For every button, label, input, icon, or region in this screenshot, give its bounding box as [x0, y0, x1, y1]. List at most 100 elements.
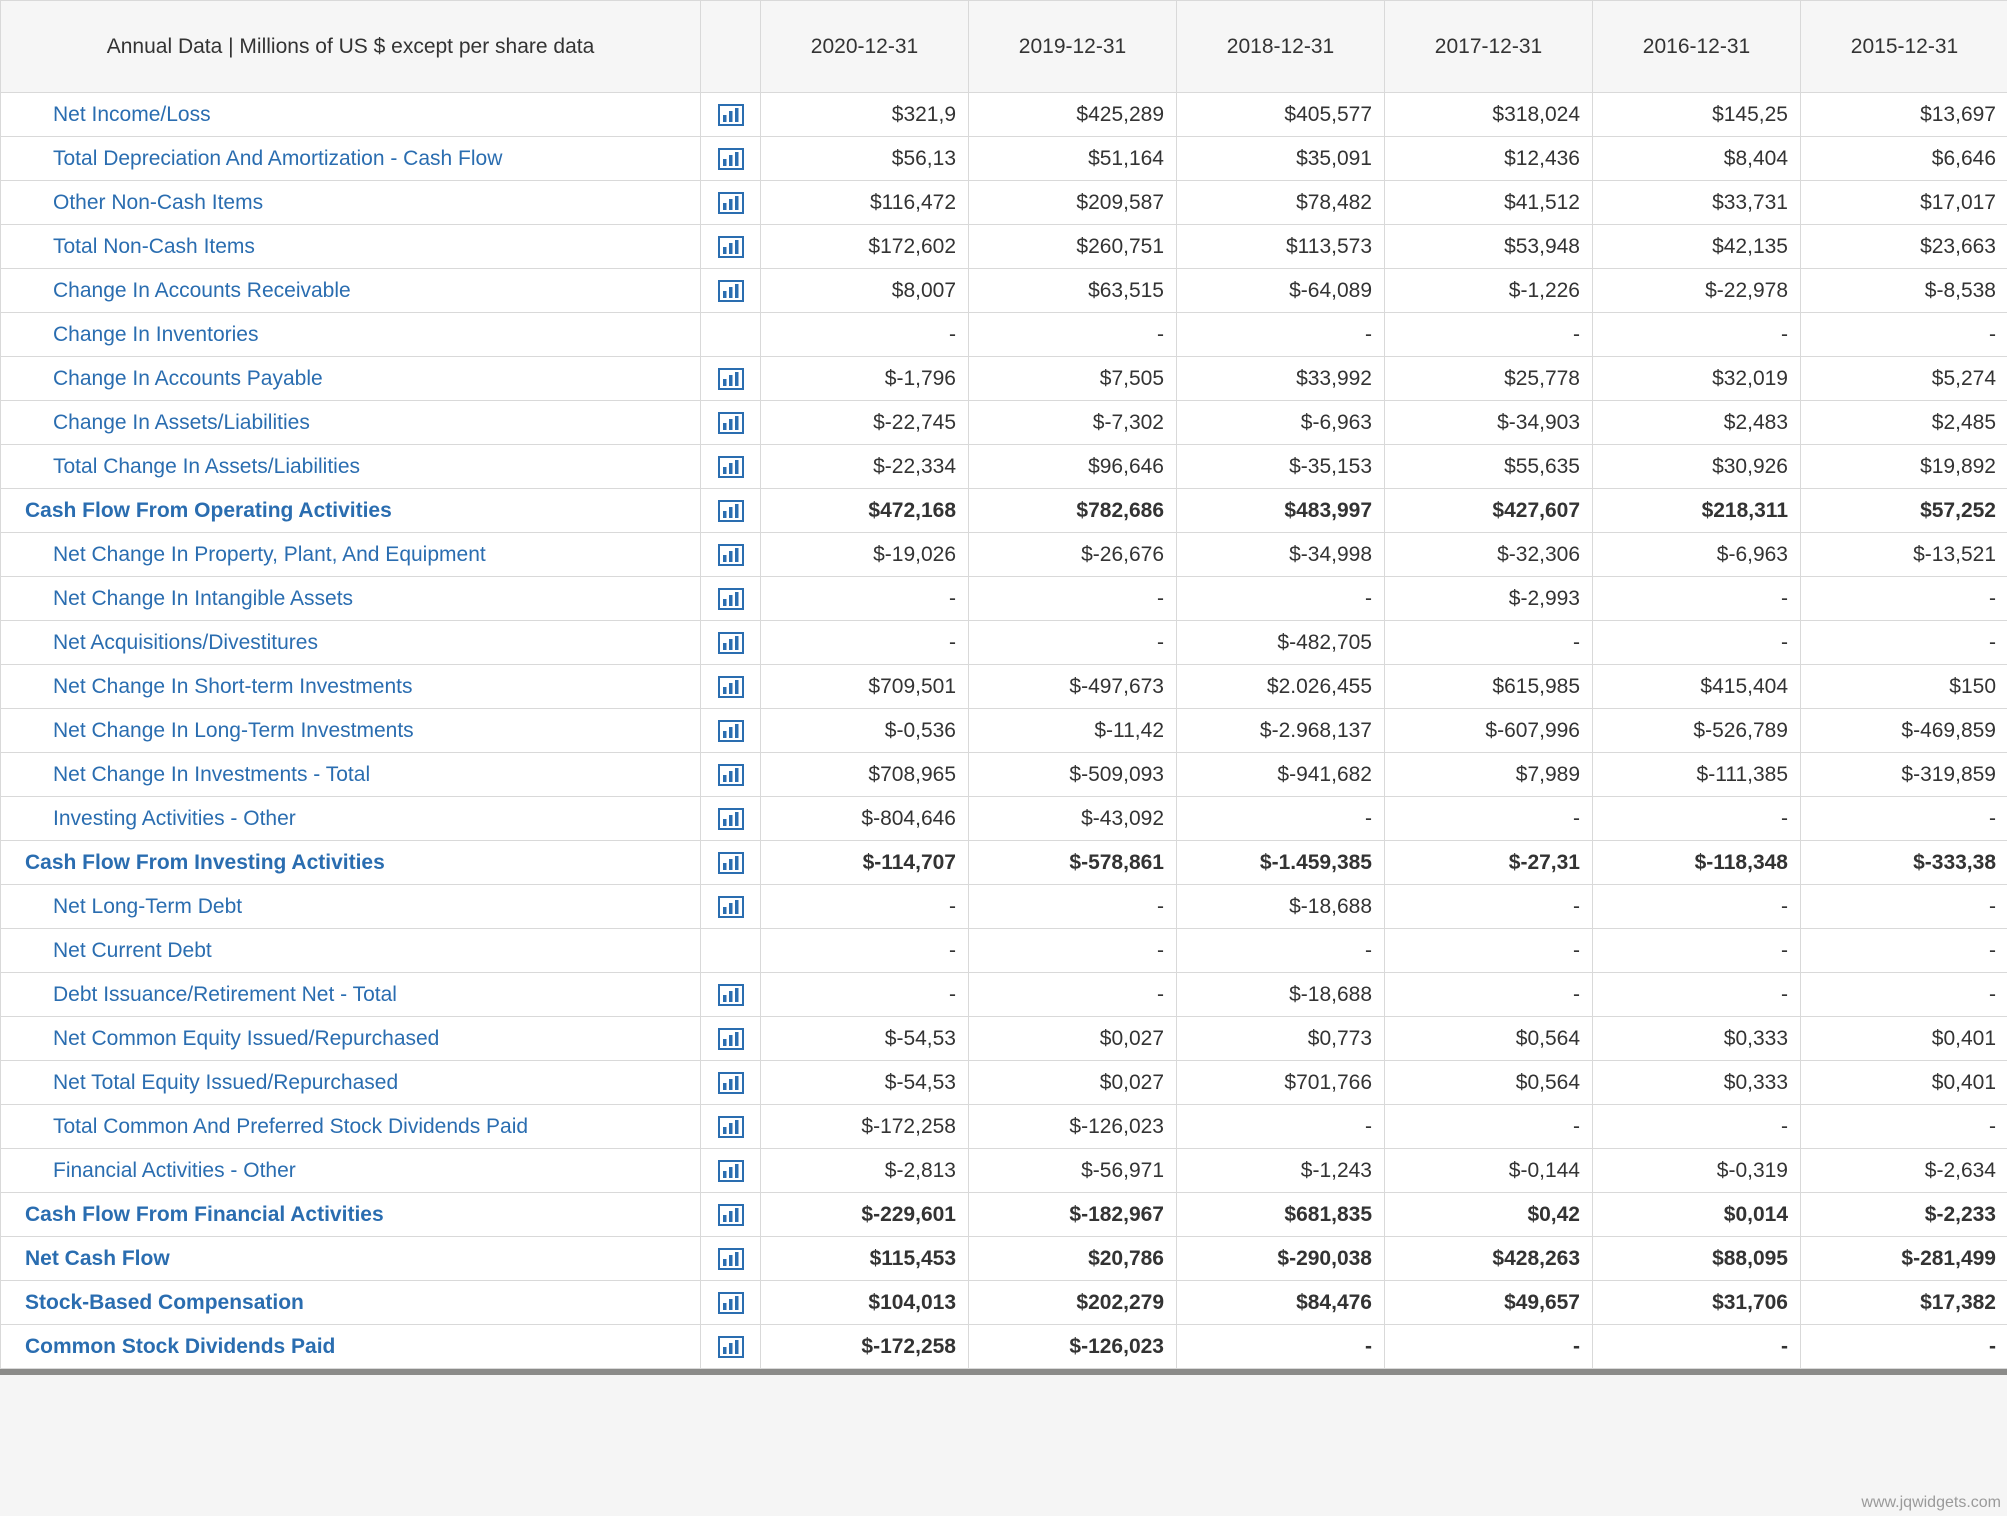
- chart-button[interactable]: [701, 533, 761, 577]
- row-label[interactable]: Debt Issuance/Retirement Net - Total: [1, 973, 701, 1017]
- chart-button[interactable]: [701, 489, 761, 533]
- row-label[interactable]: Change In Inventories: [1, 313, 701, 357]
- chart-button[interactable]: [701, 577, 761, 621]
- value-cell: $51,164: [969, 137, 1177, 181]
- chart-button[interactable]: [701, 1105, 761, 1149]
- row-label[interactable]: Net Common Equity Issued/Repurchased: [1, 1017, 701, 1061]
- value-cell: $-13,521: [1801, 533, 2007, 577]
- value-cell: $2.026,455: [1177, 665, 1385, 709]
- header-year-3[interactable]: 2017-12-31: [1385, 1, 1593, 93]
- value-cell: $-43,092: [969, 797, 1177, 841]
- chart-button[interactable]: [701, 885, 761, 929]
- value-cell: $-2,233: [1801, 1193, 2007, 1237]
- row-label[interactable]: Net Change In Investments - Total: [1, 753, 701, 797]
- bar-chart-icon: [718, 983, 744, 1006]
- bar-chart-icon: [718, 455, 744, 478]
- table-row: Investing Activities - Other$-804,646$-4…: [1, 797, 2007, 841]
- row-label[interactable]: Total Depreciation And Amortization - Ca…: [1, 137, 701, 181]
- header-year-0[interactable]: 2020-12-31: [761, 1, 969, 93]
- row-label[interactable]: Investing Activities - Other: [1, 797, 701, 841]
- row-label[interactable]: Cash Flow From Financial Activities: [1, 1193, 701, 1237]
- row-label[interactable]: Net Cash Flow: [1, 1237, 701, 1281]
- value-cell: $56,13: [761, 137, 969, 181]
- chart-button[interactable]: [701, 269, 761, 313]
- row-label[interactable]: Change In Assets/Liabilities: [1, 401, 701, 445]
- bar-chart-icon: [718, 763, 744, 786]
- chart-button[interactable]: [701, 1237, 761, 1281]
- row-label[interactable]: Cash Flow From Operating Activities: [1, 489, 701, 533]
- row-label[interactable]: Net Change In Long-Term Investments: [1, 709, 701, 753]
- row-label[interactable]: Net Change In Intangible Assets: [1, 577, 701, 621]
- row-label[interactable]: Common Stock Dividends Paid: [1, 1325, 701, 1369]
- value-cell: -: [1593, 1105, 1801, 1149]
- chart-button[interactable]: [701, 225, 761, 269]
- row-label[interactable]: Total Non-Cash Items: [1, 225, 701, 269]
- row-label[interactable]: Change In Accounts Payable: [1, 357, 701, 401]
- header-year-4[interactable]: 2016-12-31: [1593, 1, 1801, 93]
- chart-button[interactable]: [701, 753, 761, 797]
- chart-button[interactable]: [701, 621, 761, 665]
- row-label[interactable]: Other Non-Cash Items: [1, 181, 701, 225]
- row-label[interactable]: Stock-Based Compensation: [1, 1281, 701, 1325]
- chart-button[interactable]: [701, 709, 761, 753]
- value-cell: -: [1801, 621, 2007, 665]
- value-cell: $6,646: [1801, 137, 2007, 181]
- row-label[interactable]: Net Change In Property, Plant, And Equip…: [1, 533, 701, 577]
- value-cell: $321,9: [761, 93, 969, 137]
- chart-button[interactable]: [701, 93, 761, 137]
- row-label[interactable]: Net Current Debt: [1, 929, 701, 973]
- value-cell: $218,311: [1593, 489, 1801, 533]
- chart-button[interactable]: [701, 401, 761, 445]
- row-label[interactable]: Total Change In Assets/Liabilities: [1, 445, 701, 489]
- value-cell: $-26,676: [969, 533, 1177, 577]
- value-cell: $-0,319: [1593, 1149, 1801, 1193]
- chart-button[interactable]: [701, 1281, 761, 1325]
- chart-button[interactable]: [701, 1149, 761, 1193]
- chart-button[interactable]: [701, 181, 761, 225]
- chart-button[interactable]: [701, 665, 761, 709]
- bottom-scrollbar-shadow: [0, 1369, 2007, 1375]
- row-label[interactable]: Net Long-Term Debt: [1, 885, 701, 929]
- row-label[interactable]: Net Change In Short-term Investments: [1, 665, 701, 709]
- table-row: Net Change In Short-term Investments$709…: [1, 665, 2007, 709]
- value-cell: $-333,38: [1801, 841, 2007, 885]
- row-label[interactable]: Net Total Equity Issued/Repurchased: [1, 1061, 701, 1105]
- chart-button[interactable]: [701, 973, 761, 1017]
- value-cell: -: [1593, 973, 1801, 1017]
- value-cell: $-1,243: [1177, 1149, 1385, 1193]
- value-cell: $-469,859: [1801, 709, 2007, 753]
- row-label[interactable]: Net Income/Loss: [1, 93, 701, 137]
- row-label[interactable]: Change In Accounts Receivable: [1, 269, 701, 313]
- value-cell: -: [1385, 885, 1593, 929]
- chart-button[interactable]: [701, 1193, 761, 1237]
- value-cell: $-54,53: [761, 1061, 969, 1105]
- chart-button[interactable]: [701, 1325, 761, 1369]
- chart-button[interactable]: [701, 1017, 761, 1061]
- value-cell: $0,333: [1593, 1017, 1801, 1061]
- chart-button[interactable]: [701, 797, 761, 841]
- header-year-2[interactable]: 2018-12-31: [1177, 1, 1385, 93]
- chart-button[interactable]: [701, 841, 761, 885]
- bar-chart-icon: [718, 631, 744, 654]
- chart-button[interactable]: [701, 1061, 761, 1105]
- value-cell: $415,404: [1593, 665, 1801, 709]
- row-label[interactable]: Cash Flow From Investing Activities: [1, 841, 701, 885]
- bar-chart-icon: [718, 235, 744, 258]
- value-cell: $104,013: [761, 1281, 969, 1325]
- header-year-5[interactable]: 2015-12-31: [1801, 1, 2007, 93]
- chart-button[interactable]: [701, 357, 761, 401]
- row-label[interactable]: Financial Activities - Other: [1, 1149, 701, 1193]
- chart-button[interactable]: [701, 445, 761, 489]
- value-cell: $-497,673: [969, 665, 1177, 709]
- value-cell: -: [1177, 313, 1385, 357]
- value-cell: $-1,226: [1385, 269, 1593, 313]
- value-cell: -: [969, 621, 1177, 665]
- row-label[interactable]: Total Common And Preferred Stock Dividen…: [1, 1105, 701, 1149]
- chart-button[interactable]: [701, 137, 761, 181]
- value-cell: -: [1801, 313, 2007, 357]
- header-year-1[interactable]: 2019-12-31: [969, 1, 1177, 93]
- table-row: Cash Flow From Investing Activities $-114…: [1, 841, 2007, 885]
- value-cell: $-114,707: [761, 841, 969, 885]
- row-label[interactable]: Net Acquisitions/Divestitures: [1, 621, 701, 665]
- value-cell: $17,017: [1801, 181, 2007, 225]
